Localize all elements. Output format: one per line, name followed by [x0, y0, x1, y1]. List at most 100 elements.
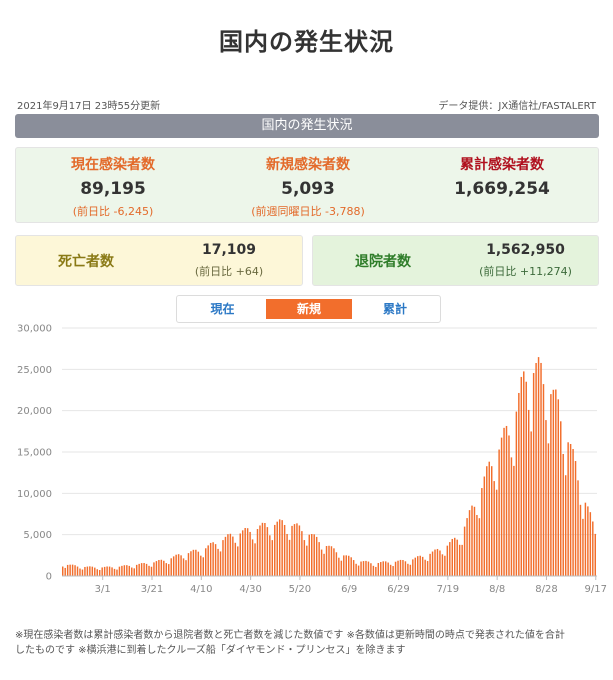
chart-bar — [380, 562, 382, 576]
current-cases-diff: (前日比 -6,245) — [72, 205, 154, 218]
chart-bar — [318, 542, 320, 576]
chart-bar — [417, 556, 419, 576]
chart-bar — [407, 563, 409, 576]
chart-bar — [143, 563, 145, 576]
chart-bar — [577, 480, 579, 576]
chart-bar — [449, 542, 451, 576]
chart-bar — [463, 526, 466, 576]
chart-bar — [574, 461, 577, 576]
chart-bar — [481, 488, 483, 576]
chart-bar — [313, 534, 315, 576]
new-cases-diff: (前週同曜日比 -3,788) — [251, 205, 365, 218]
chart-bar — [315, 536, 318, 576]
chart-bar — [200, 555, 202, 576]
footnote-line-2: したものです ※横浜港に到着したクルーズ船「ダイヤモンド・プリンセス」を除きます — [15, 645, 406, 656]
chart-bar — [557, 399, 560, 576]
chart-bar — [333, 548, 335, 576]
chart-bar — [345, 555, 347, 576]
chart-bar — [375, 566, 377, 576]
chart-bar — [540, 362, 542, 576]
chart-bar — [357, 565, 360, 576]
x-tick-label: 3/21 — [141, 584, 163, 595]
chart-bar — [323, 553, 325, 576]
chart-bar — [150, 566, 153, 576]
section-header-bar: 国内の発生状況 — [15, 114, 599, 138]
chart-bar — [234, 542, 237, 576]
chart-bar — [365, 560, 367, 576]
chart-bar — [259, 525, 261, 576]
chart-bar — [301, 531, 303, 576]
chart-bar — [180, 555, 182, 576]
chart-bar — [505, 425, 508, 576]
chart-bar — [94, 567, 96, 576]
chart-bar — [101, 567, 103, 576]
chart-bar — [239, 533, 241, 576]
chart-bar — [296, 523, 298, 576]
chart-bar — [168, 564, 170, 576]
recovered-diff: (前日比 +11,274) — [479, 265, 572, 278]
current-cases-label: 現在感染者数 — [71, 157, 155, 173]
chart-bar — [254, 543, 256, 576]
chart-bar — [370, 563, 372, 576]
chart-bar — [219, 551, 222, 576]
chart-bar — [172, 556, 175, 576]
chart-bar — [165, 563, 168, 576]
chart-bar — [454, 537, 456, 576]
chart-bar — [355, 563, 357, 576]
tab-total[interactable]: 累計 — [382, 302, 407, 316]
chart-bar — [177, 554, 180, 576]
chart-bar — [71, 564, 74, 576]
chart-bar — [338, 557, 340, 576]
chart-bar — [468, 510, 471, 576]
chart-bar — [244, 527, 246, 576]
chart-bar — [483, 476, 486, 576]
chart-bar — [160, 559, 163, 576]
chart-bar — [222, 540, 224, 576]
tab-current[interactable]: 現在 — [210, 302, 235, 316]
chart-bar — [389, 564, 392, 576]
chart-bar — [246, 528, 249, 576]
chart-bar — [579, 504, 582, 576]
chart-bar — [503, 427, 505, 576]
chart-bar — [552, 389, 555, 576]
y-tick-label: 15,000 — [17, 448, 52, 459]
total-cases-value: 1,669,254 — [454, 179, 550, 199]
chart-bar — [458, 544, 461, 576]
chart-bar — [352, 560, 355, 576]
chart-bar — [523, 371, 525, 576]
chart-bar — [402, 560, 404, 576]
recovered-value: 1,562,950 — [486, 242, 565, 258]
chart-bar — [582, 518, 584, 576]
chart-bar — [592, 521, 594, 576]
chart-bar — [461, 544, 463, 576]
summary-card: 現在感染者数 89,195 (前日比 -6,245) 新規感染者数 5,093 … — [15, 147, 599, 223]
chart-bar — [128, 565, 131, 576]
chart-bar — [560, 421, 562, 576]
chart-bar — [325, 546, 328, 576]
chart-bar — [185, 560, 187, 576]
chart-bar — [451, 538, 454, 576]
chart-bar — [269, 535, 271, 576]
chart-bar — [434, 549, 436, 576]
chart-bar — [594, 533, 596, 576]
chart-bar — [498, 449, 500, 576]
total-cases-label: 累計感染者数 — [460, 157, 544, 173]
current-cases-stat: 現在感染者数 89,195 (前日比 -6,245) — [16, 148, 210, 219]
recovered-label: 退院者数 — [355, 254, 411, 270]
chart-bar — [113, 568, 116, 576]
x-tick-label: 8/8 — [489, 584, 505, 595]
tab-new[interactable]: 新規 — [266, 299, 352, 319]
chart-bar — [399, 559, 402, 576]
chart-bar — [308, 534, 311, 576]
recovered-card: 退院者数 1,562,950 (前日比 +11,274) — [312, 235, 599, 286]
x-tick-label: 3/1 — [95, 584, 111, 595]
chart-bar — [118, 566, 121, 576]
chart-axes: 0 5,000 10,000 15,000 20,000 25,000 30,000 3/1 3… — [17, 324, 607, 596]
chart-bar — [224, 536, 227, 576]
chart-bar — [81, 569, 84, 576]
chart-bar — [441, 554, 444, 576]
chart-bar — [64, 567, 66, 576]
chart-bar — [276, 521, 278, 576]
chart-bar — [330, 546, 333, 576]
chart-bar — [535, 363, 537, 576]
